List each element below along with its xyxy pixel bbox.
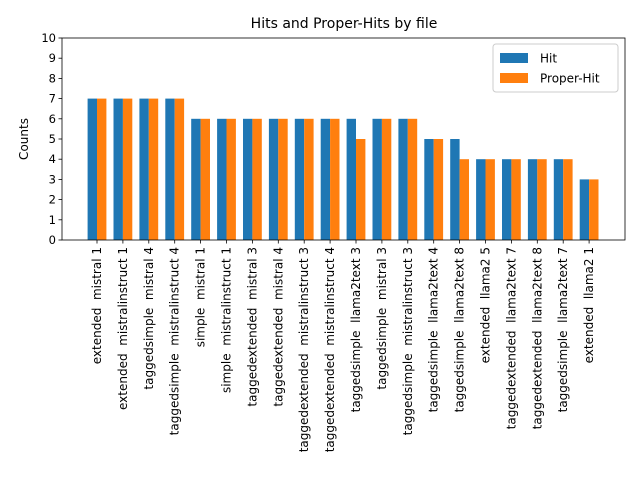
bar-proper-hit-9	[330, 118, 340, 240]
bar-hit-14	[450, 139, 460, 240]
bar-hit-16	[502, 159, 512, 240]
bar-hit-6	[243, 118, 253, 240]
y-tick-label-7: 7	[49, 92, 56, 106]
x-tick-label-10: taggedsimple llama2text 3	[349, 247, 363, 412]
y-tick-label-8: 8	[49, 71, 56, 85]
legend-swatch-hit	[500, 53, 528, 63]
chart-title: Hits and Proper-Hits by file	[251, 16, 438, 32]
bar-hit-5	[217, 118, 227, 240]
bar-proper-hit-1	[122, 98, 133, 240]
bar-proper-hit-15	[485, 159, 495, 240]
bar-proper-hit-18	[563, 159, 573, 240]
x-tick-label-4: simple mistral 1	[194, 247, 208, 347]
bar-hit-11	[372, 118, 382, 240]
bar-proper-hit-11	[381, 118, 392, 240]
y-tick-label-3: 3	[49, 172, 56, 186]
bar-hit-19	[579, 179, 590, 240]
bar-proper-hit-2	[148, 98, 159, 240]
y-tick-label-5: 5	[49, 132, 56, 146]
y-tick-label-2: 2	[49, 193, 56, 207]
y-tick-label-10: 10	[41, 31, 56, 45]
legend-swatch-proper-hit	[500, 73, 528, 83]
bar-hit-15	[476, 159, 486, 240]
y-tick-label-6: 6	[49, 112, 56, 126]
x-tick-label-6: taggedextended mistral 3	[245, 247, 259, 407]
bar-proper-hit-0	[97, 98, 107, 240]
x-tick-label-12: taggedsimple mistralinstruct 3	[401, 247, 415, 435]
y-tick-label-4: 4	[49, 152, 56, 166]
y-axis: 0 1 2 3 4 5 6 7 8 9 10	[41, 31, 62, 247]
bar-hit-1	[113, 98, 123, 240]
bar-proper-hit-17	[537, 159, 547, 240]
bar-hit-2	[139, 98, 149, 240]
bar-hit-3	[165, 98, 175, 240]
x-tick-label-15: extended llama2 5	[479, 247, 493, 363]
bar-proper-hit-19	[589, 179, 599, 240]
legend-label-proper-hit: Proper-Hit	[540, 72, 600, 86]
x-tick-label-1: extended mistralinstruct 1	[116, 247, 130, 410]
x-tick-label-0: extended mistral 1	[90, 247, 104, 364]
x-tick-label-5: simple mistralinstruct 1	[220, 247, 234, 393]
bar-hit-17	[527, 159, 538, 240]
legend-label-hit: Hit	[540, 52, 557, 66]
x-tick-label-14: taggedsimple llama2text 8	[453, 247, 467, 412]
bar-proper-hit-4	[200, 118, 210, 240]
y-tick-label-9: 9	[49, 51, 56, 65]
bar-hit-7	[268, 118, 279, 240]
x-tick-label-13: taggedsimple llama2text 4	[427, 247, 441, 412]
x-tick-label-9: taggedextended mistralinstruct 4	[323, 247, 337, 452]
bar-proper-hit-6	[252, 118, 262, 240]
y-tick-label-1: 1	[49, 213, 56, 227]
bar-hit-18	[553, 159, 564, 240]
x-tick-label-19: extended llama2 1	[582, 247, 596, 363]
bar-proper-hit-5	[226, 118, 236, 240]
bar-hit-8	[294, 118, 305, 240]
bar-proper-hit-14	[459, 159, 469, 240]
bar-proper-hit-12	[407, 118, 418, 240]
x-tick-label-11: taggedsimple mistral 3	[375, 247, 389, 390]
bar-proper-hit-8	[304, 118, 314, 240]
y-axis-label: Counts	[17, 118, 31, 160]
bar-proper-hit-13	[433, 139, 444, 240]
x-tick-label-18: taggedsimple llama2text 7	[556, 247, 570, 412]
x-tick-label-17: taggedextended llama2text 8	[530, 247, 544, 429]
bar-proper-hit-7	[278, 118, 288, 240]
bar-proper-hit-16	[511, 159, 521, 240]
y-tick-label-0: 0	[49, 233, 56, 247]
bar-proper-hit-3	[174, 98, 185, 240]
bar-hit-10	[346, 118, 356, 240]
bar-hit-0	[87, 98, 97, 240]
x-axis: extended mistral 1 extended mistralinstru…	[90, 240, 596, 452]
x-tick-label-2: taggedsimple mistral 4	[142, 247, 156, 390]
bar-hit-4	[191, 118, 201, 240]
bar-hit-12	[398, 118, 408, 240]
x-tick-label-8: taggedextended mistralinstruct 3	[297, 247, 311, 452]
bars	[87, 98, 599, 240]
legend: Hit Proper-Hit	[492, 43, 619, 93]
bar-proper-hit-10	[356, 139, 366, 240]
x-tick-label-3: taggedsimple mistralinstruct 4	[168, 247, 182, 435]
bar-hit-13	[424, 139, 434, 240]
x-tick-label-16: taggedextended llama2text 7	[504, 247, 518, 429]
bar-hit-9	[320, 118, 331, 240]
plot-frame	[61, 37, 626, 241]
x-tick-label-7: taggedextended mistral 4	[271, 247, 285, 407]
